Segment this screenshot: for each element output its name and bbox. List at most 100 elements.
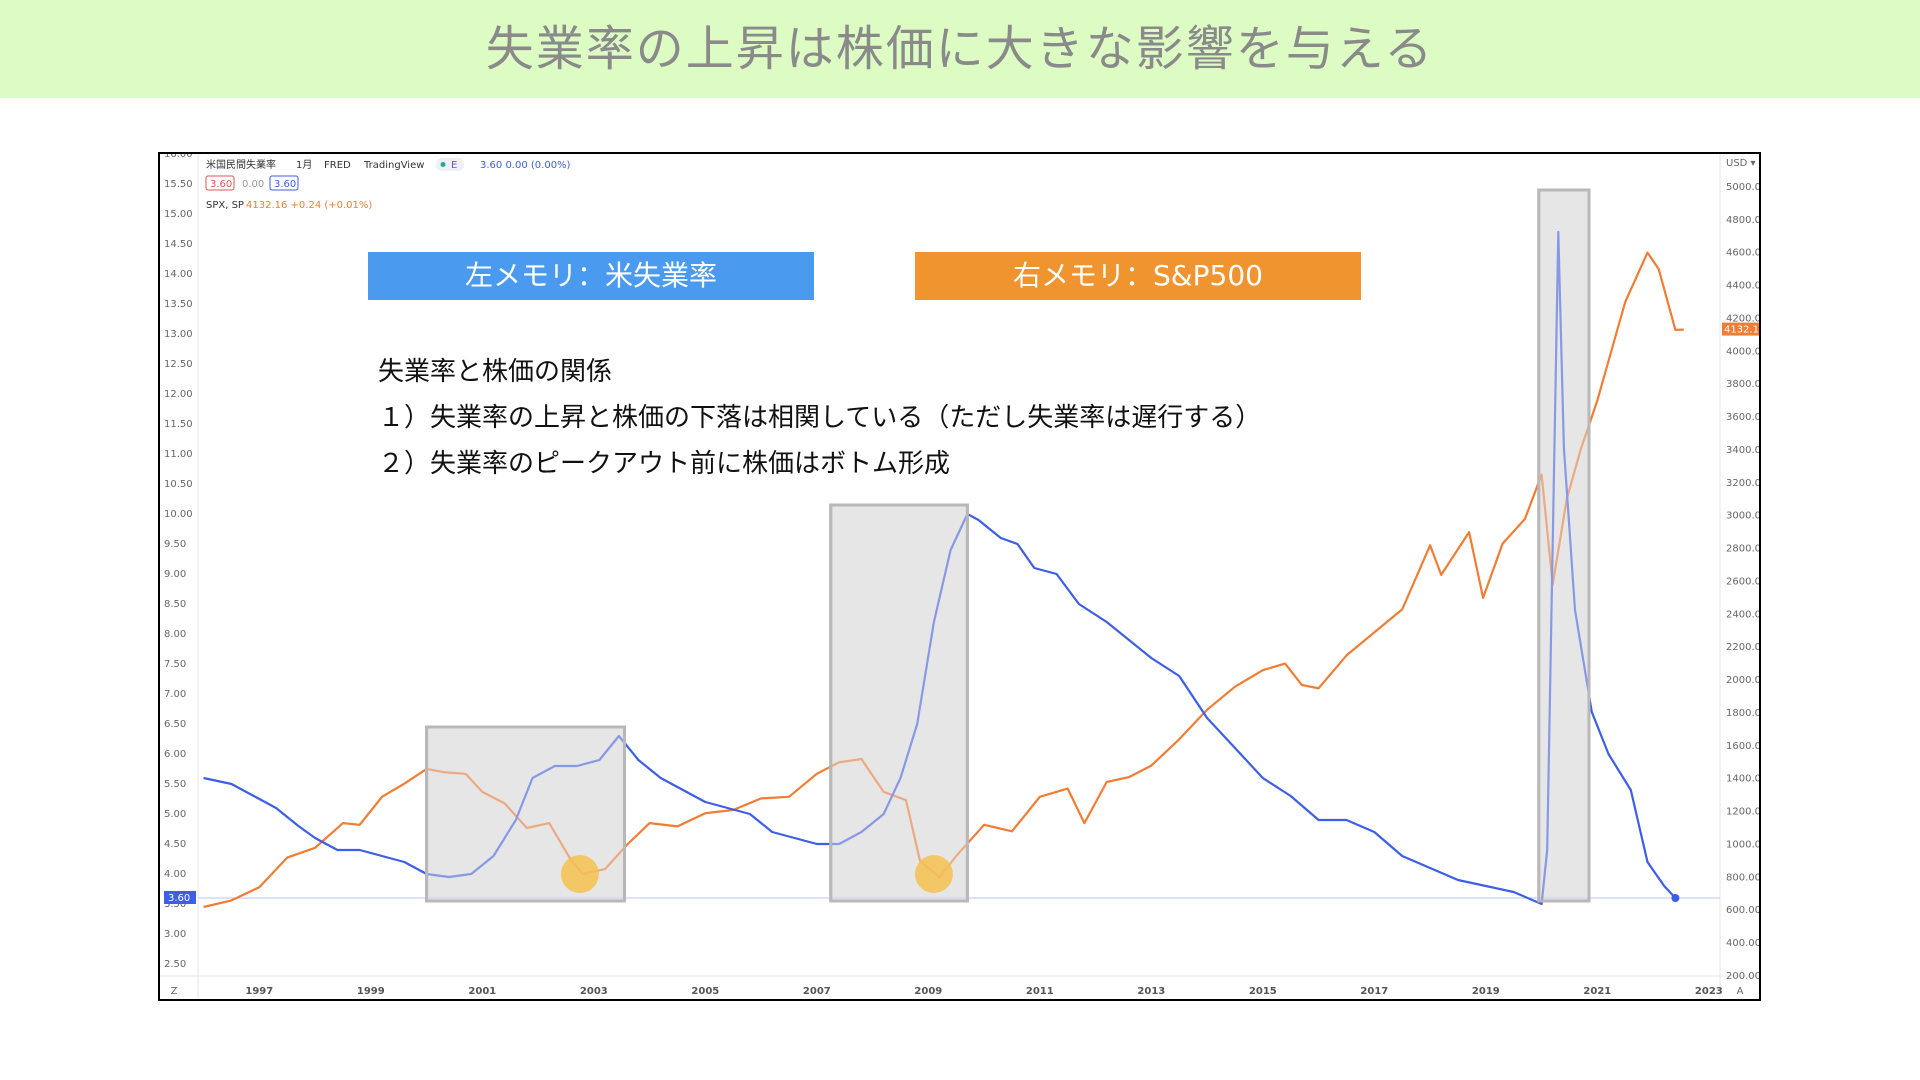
y-right-tick-21: 4400.00 [1726,281,1759,292]
memo-left-axis-label: 左メモリ：米失業率 [368,252,814,300]
x-tick-2021: 2021 [1583,986,1611,997]
y-left-tick-24: 14.50 [164,239,193,250]
x-tick-1997: 1997 [245,986,273,997]
series2-title: SPX, SP [206,200,244,211]
x-tick-2009: 2009 [914,986,942,997]
status-dot-icon [440,162,446,167]
x-tick-2023: 2023 [1695,986,1723,997]
y-left-tick-11: 8.00 [164,629,186,640]
y-left-tick-5: 5.00 [164,809,186,820]
y-left-tick-7: 6.00 [164,749,186,760]
y-left-tick-0: 2.50 [164,959,186,970]
y-right-tick-19: 4000.00 [1726,346,1759,357]
y-left-tick-23: 14.00 [164,269,193,280]
unemployment-last-point [1671,894,1680,902]
y-left-tick-13: 9.00 [164,569,186,580]
x-tick-2001: 2001 [468,986,496,997]
y-left-tick-2: 3.50 [164,899,186,910]
mid-value: 0.00 [242,179,264,190]
bottom-marker-1 [560,855,599,893]
y-right-tick-6: 1400.00 [1726,774,1759,785]
y-left-tick-8: 6.50 [164,719,186,730]
x-tick-2017: 2017 [1360,986,1388,997]
source-label: FRED [324,160,351,171]
y-left-tick-17: 11.00 [164,449,193,460]
left-last-label: 3.60 [168,893,190,904]
corner-right-label: A [1737,986,1744,997]
y-right-tick-22: 4600.00 [1726,248,1759,259]
currency-label: USD ▾ [1726,158,1756,169]
y-right-tick-9: 2000.00 [1726,675,1759,686]
y-left-tick-22: 13.50 [164,299,193,310]
note-line-2: ２）失業率のピークアウト前に株価はボトム形成 [378,449,951,479]
title-banner [0,0,1920,98]
y-right-tick-2: 600.00 [1726,905,1759,916]
y-left-tick-4: 4.50 [164,839,186,850]
box1-value: 3.60 [210,179,232,190]
chart-canvas: 2.50 3.00 3.50 4.00 4.50 5.00 5.50 6.00 6.50 7.00… [160,154,1759,999]
y-left-tick-3: 4.00 [164,869,186,880]
y-left-tick-6: 5.50 [164,779,186,790]
y-right-tick-16: 3400.00 [1726,445,1759,456]
y-left-tick-27: 16.00 [164,154,193,160]
y-left-tick-12: 8.50 [164,599,186,610]
x-tick-2007: 2007 [803,986,831,997]
y-left-tick-16: 10.50 [164,479,193,490]
y-right-tick-17: 3600.00 [1726,412,1759,423]
y-left-tick-25: 15.00 [164,209,193,220]
series1-stats: 3.60 0.00 (0.00%) [480,160,571,171]
y-right-tick-14: 3000.00 [1726,511,1759,522]
y-right-tick-1: 400.00 [1726,938,1759,949]
memo-right-axis-label: 右メモリ：S&P500 [915,252,1361,300]
y-right-tick-5: 1200.00 [1726,807,1759,818]
x-tick-1999: 1999 [357,986,385,997]
y-right-tick-23: 4800.00 [1726,215,1759,226]
y-right-tick-10: 2200.00 [1726,642,1759,653]
y-left-tick-9: 7.00 [164,689,186,700]
unemployment-rate-line [203,230,1677,906]
sp500-line [203,251,1684,909]
y-left-tick-15: 10.00 [164,509,193,520]
y-left-tick-19: 12.00 [164,389,193,400]
status-badge [436,158,464,171]
y-right-tick-15: 3200.00 [1726,478,1759,489]
y-right-tick-8: 1800.00 [1726,708,1759,719]
box1-frame [205,175,235,191]
x-tick-2003: 2003 [580,986,608,997]
box2-frame [269,175,299,191]
y-left-tick-18: 11.50 [164,419,193,430]
right-last-label-bg [1722,322,1759,336]
note-line-1: １）失業率の上昇と株価の下落は相関している（ただし失業率は遅行する） [378,403,1262,433]
x-tick-2005: 2005 [691,986,719,997]
corner-left-label: Z [171,986,178,997]
y-right-tick-3: 800.00 [1726,872,1759,883]
y-right-tick-13: 2800.00 [1726,544,1759,555]
series2-stats: 4132.16 +0.24 (+0.01%) [246,200,372,211]
y-right-tick-7: 1600.00 [1726,741,1759,752]
x-tick-2019: 2019 [1472,986,1500,997]
y-right-tick-12: 2600.00 [1726,576,1759,587]
platform-label: TradingView [363,160,424,171]
highlight-period-overlay-3 [1537,188,1591,903]
highlight-period-overlay-2 [829,503,969,903]
page-title: 失業率の上昇は株価に大きな影響を与える [485,21,1435,77]
interval-label: 1月 [296,159,312,171]
x-tick-2015: 2015 [1249,986,1277,997]
note-heading: 失業率と株価の関係 [378,357,613,387]
y-right-tick-0: 200.00 [1726,971,1759,982]
y-right-tick-24: 5000.00 [1726,182,1759,193]
y-left-tick-14: 9.50 [164,539,186,550]
right-last-label: 4132.16 [1724,325,1759,336]
x-tick-2013: 2013 [1137,986,1165,997]
status-badge-label: E [451,160,457,171]
y-right-tick-11: 2400.00 [1726,609,1759,620]
y-right-tick-4: 1000.00 [1726,839,1759,850]
x-tick-2011: 2011 [1026,986,1054,997]
left-last-label-bg [164,891,196,904]
chart-frame: 2.50 3.00 3.50 4.00 4.50 5.00 5.50 6.00 6.50 7.00… [158,152,1761,1001]
y-left-tick-10: 7.50 [164,659,186,670]
notes-block: 失業率と株価の関係 １）失業率の上昇と株価の下落は相関している（ただし失業率は遅… [378,349,1261,487]
series1-title: 米国民間失業率 [206,158,276,171]
y-right-tick-20: 4200.00 [1726,313,1759,324]
y-left-tick-20: 12.50 [164,359,193,370]
